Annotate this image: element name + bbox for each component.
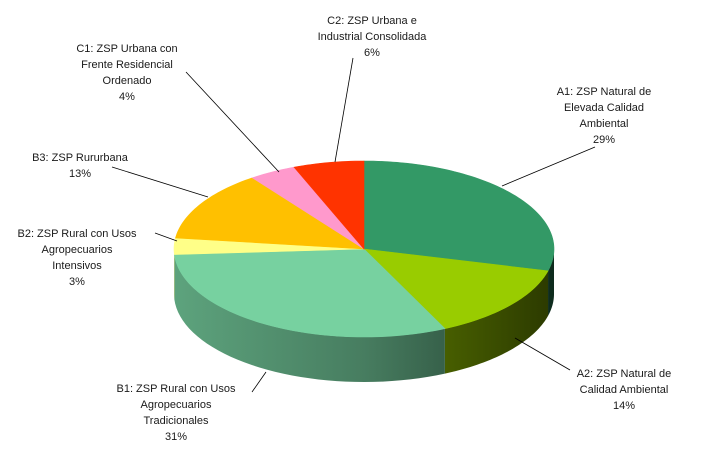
slice-label-line: Frente Residencial — [81, 59, 173, 71]
slice-label-6: C1: ZSP Urbana con Frente Residencial Orde… — [76, 43, 177, 103]
pie-slice-3 — [174, 248, 446, 338]
slice-percent: 14% — [613, 400, 635, 412]
slice-label-line: Tradicionales — [143, 415, 209, 427]
leader-line-3 — [251, 371, 267, 393]
slice-percent: 6% — [364, 47, 380, 59]
pie-slice-4 — [173, 237, 365, 255]
pie-slice-1 — [363, 160, 555, 272]
slice-label-7: C2: ZSP Urbana e Industrial Consolidada 6% — [318, 15, 428, 59]
slice-label-line: C2: ZSP Urbana e — [327, 15, 417, 27]
slice-label-line: C1: ZSP Urbana con — [76, 43, 177, 55]
leader-line-5 — [111, 166, 209, 198]
pie-slice-6 — [251, 166, 365, 250]
slice-label-line: Agropecuarios — [141, 399, 212, 411]
slice-percent: 29% — [593, 134, 615, 146]
slice-label-2: A2: ZSP Natural de Calidad Ambiental 14% — [577, 368, 672, 412]
leader-line-2 — [514, 337, 571, 371]
slice-label-line: B1: ZSP Rural con Usos — [116, 383, 236, 395]
slice-label-line: Calidad Ambiental — [580, 384, 669, 396]
pie-slice-2 — [363, 248, 549, 329]
slice-label-line: Ambiental — [580, 118, 629, 130]
leader-line-7 — [334, 57, 354, 163]
slice-label-line: Elevada Calidad — [564, 102, 644, 114]
slice-label-line: B2: ZSP Rural con Usos — [17, 228, 137, 240]
slice-percent: 4% — [119, 91, 135, 103]
pie-slice-side-3 — [174, 254, 445, 382]
slice-label-4: B2: ZSP Rural con Usos Agropecuarios Inten… — [17, 228, 137, 288]
slice-label-line: Agropecuarios — [42, 244, 113, 256]
slice-label-line: Industrial Consolidada — [318, 31, 428, 43]
slice-label-line: Intensivos — [52, 260, 102, 272]
pie-slice-side-1 — [548, 249, 554, 316]
slice-percent: 3% — [69, 276, 85, 288]
slice-percent: 13% — [69, 168, 91, 180]
pie-slice-side-2 — [444, 270, 549, 374]
slice-label-5: B3: ZSP Rururbana 13% — [32, 152, 129, 180]
leader-line-4 — [154, 232, 178, 242]
slice-label-line: A2: ZSP Natural de — [577, 368, 672, 380]
pie-slice-7 — [293, 160, 365, 250]
leader-line-6 — [185, 71, 280, 173]
slice-label-1: A1: ZSP Natural de Elevada Calidad Ambient… — [557, 86, 652, 146]
leader-line-1 — [501, 146, 596, 187]
slice-percent: 31% — [165, 431, 187, 443]
slice-label-line: Ordenado — [103, 75, 152, 87]
slice-label-line: B3: ZSP Rururbana — [32, 152, 129, 164]
slice-label-line: A1: ZSP Natural de — [557, 86, 652, 98]
pie-slice-5 — [175, 177, 366, 250]
slice-label-3: B1: ZSP Rural con Usos Agropecuarios Tradi… — [116, 383, 236, 443]
